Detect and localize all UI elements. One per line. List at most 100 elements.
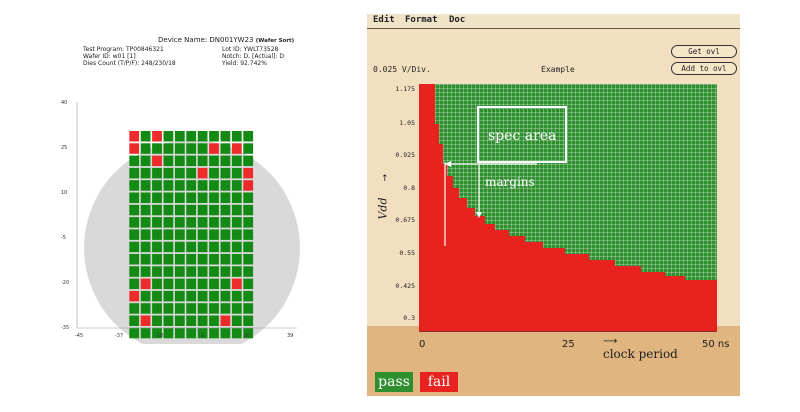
die-pass [231,327,242,339]
die-pass [209,217,219,228]
menu-bar: Edit Format Doc [367,14,740,29]
y-tick: 0.8 [403,184,415,192]
die-pass [163,217,174,228]
example-label: Example [541,65,575,74]
die-pass [140,131,151,142]
die-pass [197,229,208,240]
die-fail [243,167,254,179]
die-pass [129,217,140,228]
die-pass [209,327,219,339]
die-pass [209,254,219,265]
die-pass [243,192,254,203]
die-pass [220,155,231,167]
wafer-y-tick: -35 [61,325,69,331]
die-fail [243,180,254,191]
die-fail [152,155,162,167]
die-pass [129,155,140,167]
die-pass [243,131,254,142]
die-pass [197,241,208,253]
die-pass [220,180,231,191]
die-pass [152,254,162,265]
add-to-ovl-button[interactable]: Add to ovl [671,62,737,75]
die-pass [243,254,254,265]
menu-doc[interactable]: Doc [449,15,466,25]
x-tick: 50 ns [702,339,730,350]
die-fail [209,143,219,154]
die-pass [163,241,174,253]
shmoo-plot-area [419,84,717,332]
get-ovl-button[interactable]: Get ovl [671,45,737,58]
die-pass [186,131,197,142]
die-pass [174,143,185,154]
die-pass [186,217,197,228]
device-name: Device Name: DN001YW23 (Wafer Sort) [158,36,295,45]
die-pass [152,290,162,302]
die-pass [186,192,197,203]
die-pass [231,180,242,191]
menu-edit[interactable]: Edit [373,15,395,25]
die-pass [129,303,140,314]
die-fail [129,131,140,142]
die-pass [231,192,242,203]
die-pass [243,241,254,253]
fail-region [419,84,717,332]
shmoo-plot-window: Edit Format Doc Get ovl Add to ovl 0.025… [367,14,740,396]
die-pass [186,229,197,240]
die-pass [174,254,185,265]
die-pass [174,155,185,167]
wafer-id: Wafer ID: w01 [1] [83,53,136,60]
die-pass [243,143,254,154]
die-pass [220,327,231,339]
die-pass [174,192,185,203]
die-pass [152,241,162,253]
die-pass [209,131,219,142]
die-fail [129,290,140,302]
die-pass [152,229,162,240]
die-pass [197,204,208,216]
die-pass [163,180,174,191]
die-pass [152,143,162,154]
die-pass [209,204,219,216]
die-pass [129,180,140,191]
y-tick: 0.55 [399,249,415,257]
die-pass [140,180,151,191]
die-pass [129,204,140,216]
die-pass [152,266,162,277]
die-pass [209,229,219,240]
die-pass [220,229,231,240]
menu-format[interactable]: Format [405,15,438,25]
die-pass [152,180,162,191]
die-pass [209,303,219,314]
die-pass [163,278,174,290]
die-fail [231,278,242,290]
die-pass [220,266,231,277]
die-pass [243,303,254,314]
die-pass [163,254,174,265]
die-pass [231,315,242,326]
die-pass [197,217,208,228]
die-fail [129,143,140,154]
die-pass [140,303,151,314]
die-pass [129,278,140,290]
die-pass [231,290,242,302]
lot-id: Lot ID: YWLT73528 [222,46,279,53]
die-pass [186,167,197,179]
wafer-y-tick: 25 [61,145,67,151]
die-pass [163,192,174,203]
wafer-x-tick: 20 [244,333,250,339]
die-pass [243,278,254,290]
die-pass [152,278,162,290]
die-pass [209,180,219,191]
die-pass [197,131,208,142]
wafer-map-panel: 40 25 10 -5 -20 -35 -45 -37 -18 1 20 39 Device Nam… [55,34,305,344]
die-pass [220,167,231,179]
die-pass [197,254,208,265]
die-pass [186,278,197,290]
die-pass [243,155,254,167]
die-pass [174,327,185,339]
die-pass [220,254,231,265]
wafer-x-tick: -18 [155,333,163,339]
die-pass [186,303,197,314]
die-pass [140,290,151,302]
die-pass [231,204,242,216]
